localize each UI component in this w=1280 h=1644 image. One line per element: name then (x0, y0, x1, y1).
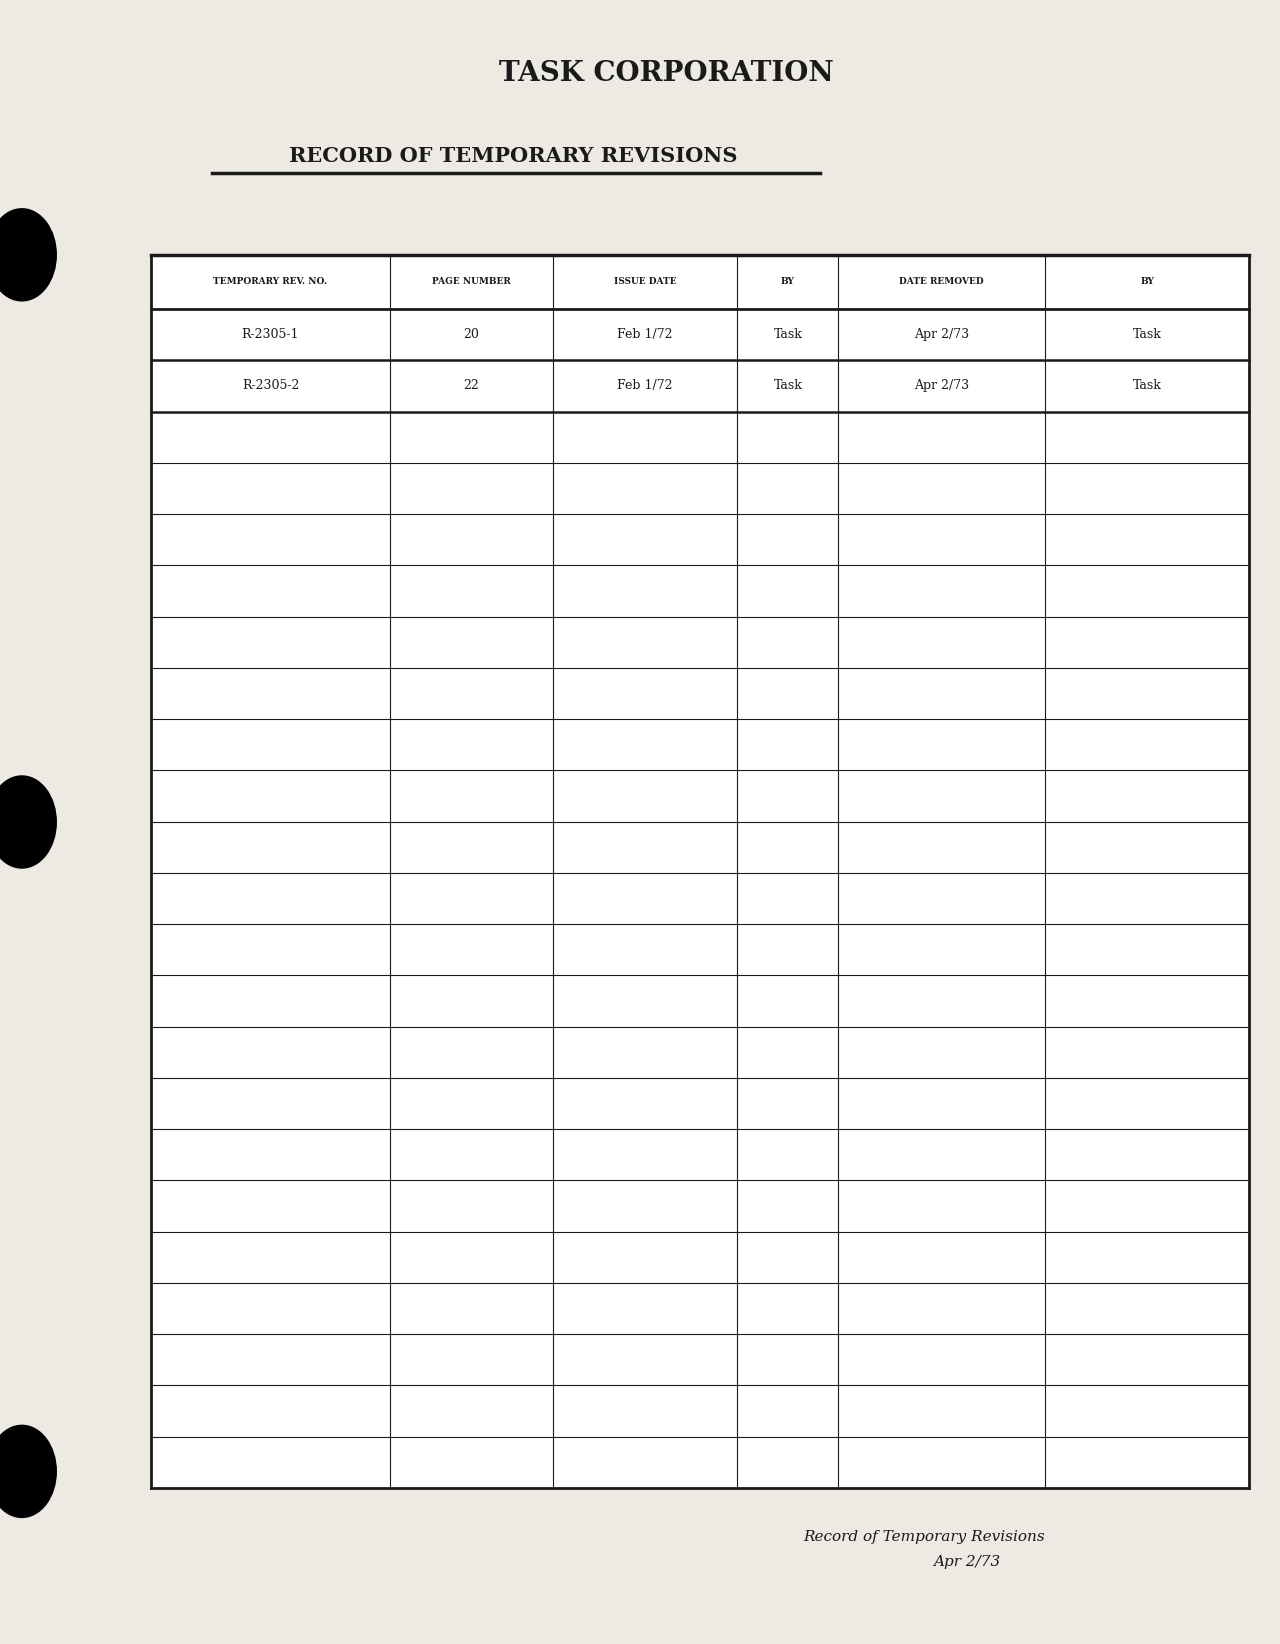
Text: Apr 2/73: Apr 2/73 (933, 1555, 1001, 1568)
Text: DATE REMOVED: DATE REMOVED (900, 278, 984, 286)
Text: Record of Temporary Revisions: Record of Temporary Revisions (803, 1531, 1044, 1544)
Circle shape (0, 1425, 56, 1517)
Text: 20: 20 (463, 329, 480, 342)
Bar (151, 255, 1249, 1488)
Text: Task: Task (1133, 329, 1161, 342)
Text: Feb 1/72: Feb 1/72 (617, 380, 673, 393)
Text: TASK CORPORATION: TASK CORPORATION (499, 61, 833, 87)
Text: Task: Task (773, 329, 803, 342)
Circle shape (0, 209, 56, 301)
Text: Feb 1/72: Feb 1/72 (617, 329, 673, 342)
Text: Apr 2/73: Apr 2/73 (914, 329, 969, 342)
Text: BY: BY (1140, 278, 1155, 286)
Text: BY: BY (781, 278, 795, 286)
Text: Task: Task (1133, 380, 1161, 393)
Text: PAGE NUMBER: PAGE NUMBER (433, 278, 511, 286)
Text: ISSUE DATE: ISSUE DATE (614, 278, 676, 286)
Text: R-2305-1: R-2305-1 (242, 329, 300, 342)
Text: Apr 2/73: Apr 2/73 (914, 380, 969, 393)
Text: Task: Task (773, 380, 803, 393)
Text: R-2305-2: R-2305-2 (242, 380, 300, 393)
Text: 22: 22 (463, 380, 480, 393)
Circle shape (0, 776, 56, 868)
Text: RECORD OF TEMPORARY REVISIONS: RECORD OF TEMPORARY REVISIONS (288, 146, 737, 166)
Text: TEMPORARY REV. NO.: TEMPORARY REV. NO. (214, 278, 328, 286)
